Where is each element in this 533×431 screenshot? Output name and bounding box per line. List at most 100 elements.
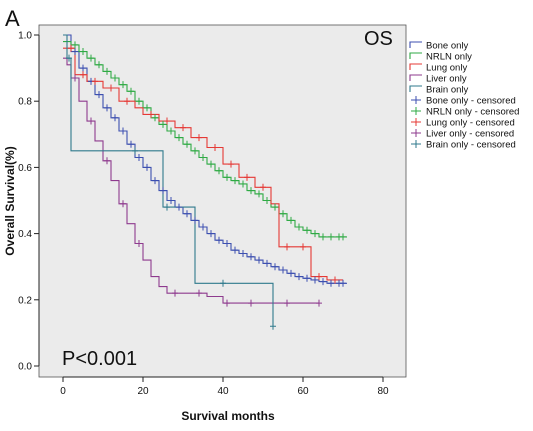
censor-mark-bone-only [224, 240, 230, 248]
x-tick-label: 60 [297, 386, 309, 397]
censor-mark-nrln-only [272, 203, 278, 211]
censor-mark-brain-only [220, 279, 226, 287]
axes: 0 20 40 60 80 0.0 0.2 0.4 0.6 0.8 1.0 [18, 31, 389, 398]
censor-mark-bone-only [216, 236, 222, 244]
censor-mark-bone-only [312, 276, 318, 284]
censor-mark-bone-only [340, 279, 346, 287]
censor-mark-lung-only [212, 144, 218, 152]
censor-mark-bone-only [280, 266, 286, 274]
censor-mark-nrln-only [104, 67, 110, 75]
censor-mark-liver-only [224, 299, 230, 307]
censor-mark-brain-only [270, 322, 276, 330]
censor-mark-nrln-only [240, 180, 246, 188]
censor-mark-lung-only [228, 160, 234, 168]
censor-mark-liver-only [72, 74, 78, 82]
censor-mark-bone-only [248, 253, 254, 261]
legend-label: Lung only [426, 63, 467, 74]
censor-mark-bone-only [304, 274, 310, 282]
legend-entry: Brain only - censored [411, 140, 516, 151]
legend-line-swatch [409, 85, 422, 92]
censor-mark-nrln-only [152, 114, 158, 122]
legend-line-swatch [409, 41, 422, 48]
censor-mark-nrln-only [340, 233, 346, 241]
censor-mark-nrln-only [312, 230, 318, 238]
censor-mark-bone-only [168, 197, 174, 204]
censor-mark-lung-only [300, 243, 306, 251]
censor-mark-nrln-only [304, 226, 310, 234]
censor-mark-nrln-only [80, 48, 86, 56]
legend-entry: Bone only - censored [411, 96, 516, 107]
legend-label: Brain only [426, 85, 468, 96]
legend-line-swatch [409, 63, 422, 70]
legend-censor-swatch [411, 140, 421, 148]
censor-mark-bone-only [192, 216, 198, 224]
legend-entry: NRLN only - censored [411, 107, 519, 118]
censor-mark-nrln-only [128, 87, 134, 95]
legend-entry: Brain only [409, 85, 468, 96]
censor-mark-nrln-only [88, 54, 94, 62]
censor-mark-nrln-only [280, 210, 286, 218]
censor-mark-bone-only [144, 163, 150, 171]
censor-mark-nrln-only [232, 177, 238, 185]
censor-mark-bone-only [72, 48, 78, 56]
censor-mark-lung-only [284, 243, 290, 251]
annotation-os: OS [364, 28, 393, 50]
censor-mark-bone-only [104, 104, 110, 112]
censor-mark-nrln-only [184, 140, 190, 148]
censor-mark-nrln-only [96, 61, 102, 69]
censor-mark-lung-only [148, 110, 154, 118]
legend-censor-swatch [411, 129, 421, 137]
censor-mark-lung-only [92, 77, 98, 85]
legend-label: NRLN only - censored [426, 107, 519, 118]
censor-mark-lung-only [260, 183, 266, 191]
censor-mark-bone-only [256, 256, 262, 264]
censor-mark-bone-only [232, 246, 238, 254]
legend-label: NRLN only [426, 52, 472, 63]
censor-mark-nrln-only [216, 167, 222, 175]
y-tick-label: 0.6 [18, 163, 32, 174]
censor-mark-bone-only [120, 127, 126, 135]
censor-mark-nrln-only [224, 173, 230, 181]
annotation-p-value: P<0.001 [62, 348, 137, 370]
panel-label: A [5, 6, 20, 31]
censor-mark-lung-only [332, 276, 338, 284]
legend-line-swatch [409, 74, 422, 81]
censor-mark-nrln-only [192, 147, 198, 155]
y-tick-label: 0.0 [18, 362, 32, 373]
censor-mark-lung-only [68, 44, 74, 52]
censor-mark-nrln-only [160, 120, 166, 128]
censor-mark-nrln-only [248, 187, 254, 195]
censor-mark-liver-only [196, 289, 202, 297]
censor-mark-bone-only [208, 230, 214, 238]
censor-mark-lung-only [180, 124, 186, 132]
censor-mark-nrln-only [264, 197, 270, 204]
censor-mark-liver-only [88, 117, 94, 125]
censor-mark-bone-only [160, 187, 166, 195]
censor-mark-bone-only [272, 263, 278, 271]
censor-mark-liver-only [136, 240, 142, 248]
censor-mark-liver-only [316, 299, 322, 307]
censor-mark-brain-only [132, 147, 138, 155]
plot-area [38, 24, 407, 378]
censor-mark-lung-only [124, 97, 130, 105]
censor-mark-bone-only [152, 177, 158, 185]
x-tick-label: 20 [137, 386, 149, 397]
series-line-lung-only [63, 47, 343, 281]
x-axis-title: Survival months [181, 409, 275, 423]
censor-mark-nrln-only [136, 97, 142, 105]
censor-mark-nrln-only [120, 81, 126, 89]
censor-mark-bone-only [136, 153, 142, 161]
censor-marks [66, 41, 346, 330]
censor-mark-nrln-only [328, 233, 334, 241]
y-tick-label: 0.8 [18, 97, 32, 108]
legend-entry: Lung only [409, 63, 467, 74]
censor-mark-brain-only [164, 203, 170, 211]
legend-label: Lung only - censored [426, 118, 515, 129]
legend-line-swatch [409, 52, 422, 59]
censor-mark-lung-only [80, 71, 86, 79]
censor-mark-nrln-only [208, 160, 214, 168]
censor-mark-bone-only [128, 140, 134, 148]
